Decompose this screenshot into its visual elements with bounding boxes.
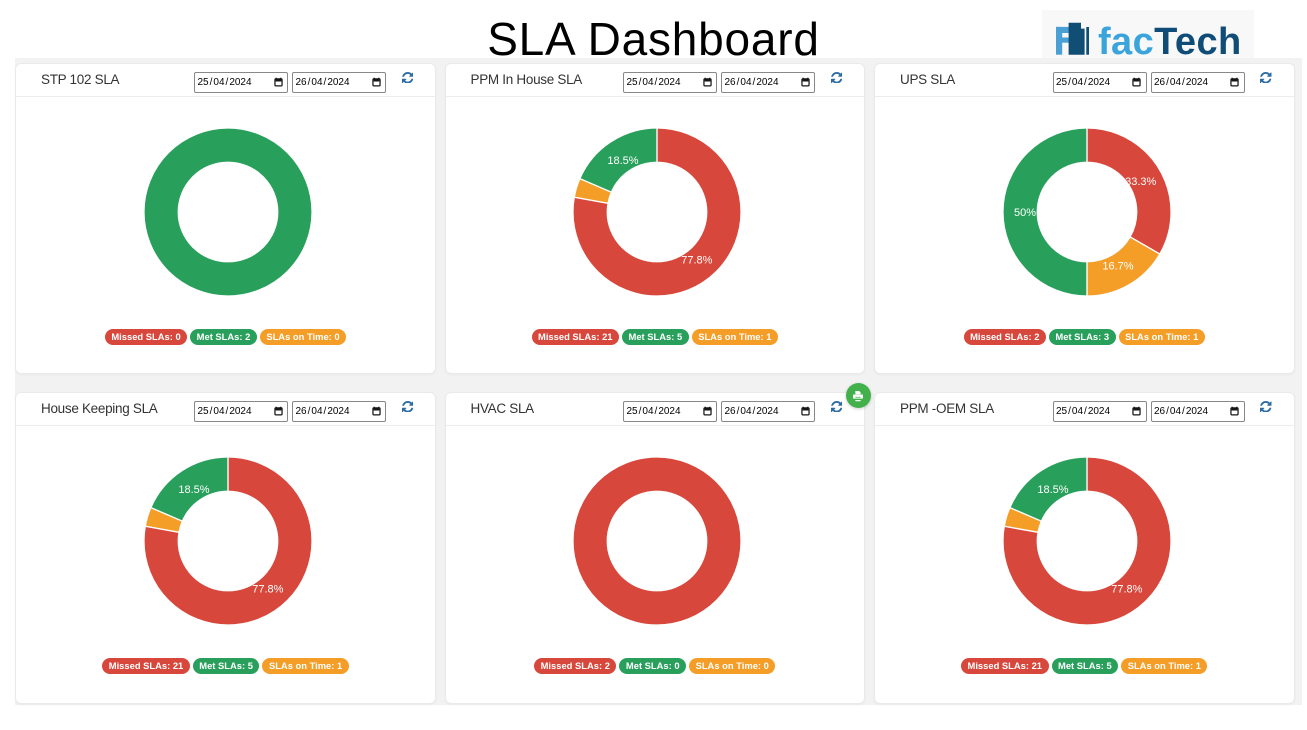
svg-text:77.8%: 77.8% xyxy=(252,583,283,595)
svg-text:33.3%: 33.3% xyxy=(1125,176,1156,188)
svg-text:16.7%: 16.7% xyxy=(1102,261,1133,273)
svg-text:18.5%: 18.5% xyxy=(1037,484,1068,496)
svg-text:50%: 50% xyxy=(1014,207,1036,219)
svg-text:77.8%: 77.8% xyxy=(1111,583,1142,595)
svg-text:18.5%: 18.5% xyxy=(178,484,209,496)
svg-text:77.8%: 77.8% xyxy=(682,254,713,266)
svg-text:18.5%: 18.5% xyxy=(608,155,639,167)
